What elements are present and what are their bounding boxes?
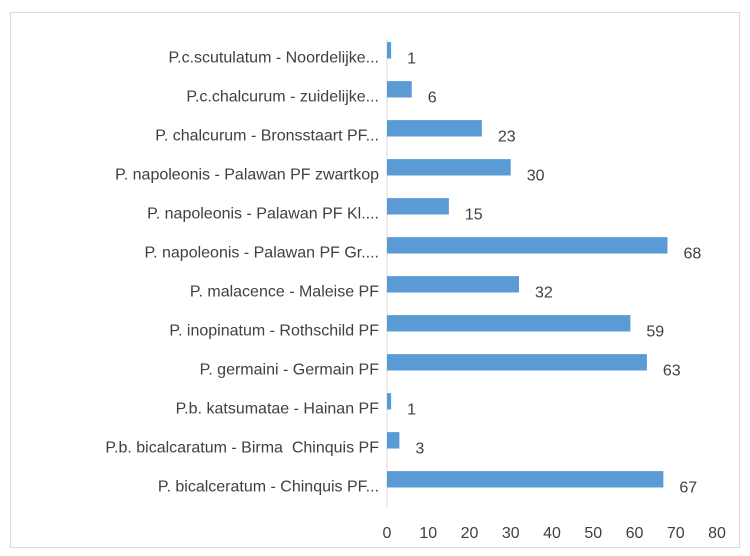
x-tick-label: 30 [502,525,520,542]
y-tick-label: P. malacence - Maleise PF [190,284,379,301]
bar [387,237,668,254]
bar [387,393,392,410]
x-tick-label: 20 [461,525,479,542]
bar [387,315,631,332]
bar [387,198,449,215]
data-label: 1 [407,402,416,419]
data-label: 15 [465,207,483,224]
y-tick-label: P. chalcurum - Bronsstaart PF... [155,128,379,145]
y-tick-label: P. germaini - Germain PF [200,362,380,379]
y-tick-label: P. inopinatum - Rothschild PF [169,323,379,340]
bar [387,42,392,59]
x-tick-label: 60 [626,525,644,542]
data-label: 30 [527,168,545,185]
y-tick-label: P. napoleonis - Palawan PF Kl.... [147,206,379,223]
y-tick-label: P. napoleonis - Palawan PF Gr.... [145,245,380,262]
x-tick-label: 70 [667,525,685,542]
x-tick-label: 0 [383,525,392,542]
y-tick-label: P.c.chalcurum - zuidelijke... [186,89,379,106]
data-label: 63 [663,363,681,380]
data-label: 59 [646,324,664,341]
data-label: 32 [535,285,553,302]
y-tick-label: P. bicalceratum - Chinquis PF... [158,479,379,496]
data-label: 68 [684,246,702,263]
data-label: 23 [498,129,516,146]
bar [387,276,519,293]
bar [387,159,511,176]
x-tick-label: 40 [543,525,561,542]
x-tick-label: 10 [419,525,437,542]
x-tick-label: 50 [584,525,602,542]
x-tick-label: 80 [708,525,726,542]
data-label: 1 [407,51,416,68]
chart-frame [10,12,740,548]
y-tick-label: P. napoleonis - Palawan PF zwartkop [115,167,379,184]
data-label: 67 [679,480,697,497]
data-label: 3 [415,441,424,458]
bar [387,432,400,449]
data-label: 6 [428,90,437,107]
y-tick-label: P.b. katsumatae - Hainan PF [176,401,380,418]
bar [387,120,482,137]
bar [387,354,647,371]
y-tick-label: P.b. bicalcaratum - Birma Chinquis PF [105,440,379,457]
bar [387,471,664,488]
y-tick-label: P.c.scutulatum - Noordelijke... [169,50,379,67]
bar [387,81,412,98]
